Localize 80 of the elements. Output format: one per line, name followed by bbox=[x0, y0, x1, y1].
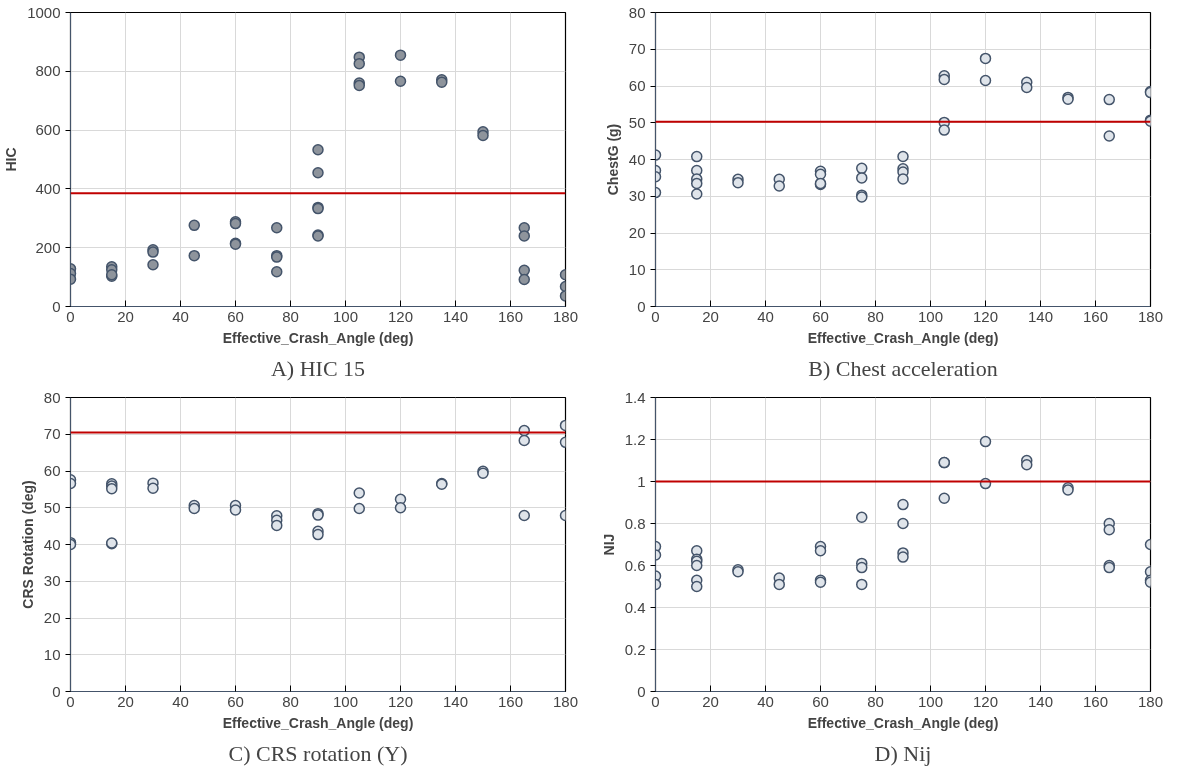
x-tick-label: 80 bbox=[282, 307, 299, 325]
y-tick-label: 10 bbox=[43, 645, 61, 663]
x-tick-label: 100 bbox=[332, 692, 359, 710]
x-tick-label: 180 bbox=[1137, 307, 1164, 325]
x-tick-label: 0 bbox=[651, 307, 660, 325]
x-tick-label: 120 bbox=[387, 307, 414, 325]
y-axis-title: HIC bbox=[3, 147, 20, 172]
y-tick-label: 60 bbox=[43, 462, 61, 479]
y-tick-label: 1.2 bbox=[624, 430, 646, 448]
x-tick-label: 100 bbox=[332, 307, 359, 325]
y-tick-label: 40 bbox=[628, 150, 646, 168]
y-tick-label: 70 bbox=[628, 40, 646, 58]
x-tick-label: 160 bbox=[1082, 307, 1109, 325]
x-tick-label: 60 bbox=[812, 307, 829, 325]
y-tick-label: 1 bbox=[637, 472, 646, 490]
x-tick-label: 20 bbox=[117, 692, 134, 710]
x-tick-label: 100 bbox=[917, 692, 944, 710]
x-axis-title: Effective_Crash_Angle (deg) bbox=[222, 714, 414, 731]
y-tick-label: 30 bbox=[628, 187, 646, 205]
x-tick-label: 20 bbox=[702, 307, 719, 325]
x-tick-label: 140 bbox=[442, 692, 469, 710]
x-tick-label: 160 bbox=[497, 307, 524, 325]
x-tick-label: 40 bbox=[757, 692, 774, 710]
y-tick-label: 20 bbox=[43, 609, 61, 626]
x-tick-label: 40 bbox=[172, 692, 189, 710]
y-tick-label: 70 bbox=[43, 425, 61, 443]
y-tick-label: 60 bbox=[628, 77, 646, 94]
x-tick-label: 140 bbox=[1027, 692, 1054, 710]
x-tick-label: 160 bbox=[1082, 692, 1109, 710]
x-tick-label: 100 bbox=[917, 307, 944, 325]
y-tick-label: 0.8 bbox=[624, 514, 646, 532]
x-tick-label: 120 bbox=[972, 307, 999, 325]
y-tick-label: 400 bbox=[35, 179, 61, 197]
text: C) CRS rotation (Y) bbox=[228, 740, 408, 766]
x-tick-label: 180 bbox=[552, 307, 579, 325]
x-tick-label: 40 bbox=[172, 307, 189, 325]
x-tick-label: 80 bbox=[867, 307, 884, 325]
y-tick-label: 0.4 bbox=[624, 598, 646, 616]
y-tick-label: 30 bbox=[43, 572, 61, 590]
y-tick-label: 1.4 bbox=[624, 388, 646, 406]
y-tick-label: 10 bbox=[628, 260, 646, 278]
x-axis-title: Effective_Crash_Angle (deg) bbox=[807, 714, 999, 731]
x-tick-label: 0 bbox=[651, 692, 660, 710]
y-tick-label: 20 bbox=[628, 224, 646, 241]
x-tick-label: 80 bbox=[867, 692, 884, 710]
text: B) Chest acceleration bbox=[808, 355, 998, 381]
y-axis-title: ChestG (g) bbox=[604, 123, 621, 196]
y-tick-label: 40 bbox=[43, 535, 61, 553]
x-tick-label: 80 bbox=[282, 692, 299, 710]
y-axis-title: CRS Rotation (deg) bbox=[19, 480, 36, 609]
x-tick-label: 20 bbox=[702, 692, 719, 710]
y-tick-label: 50 bbox=[628, 113, 646, 131]
x-tick-label: 180 bbox=[1137, 692, 1164, 710]
y-tick-label: 1000 bbox=[27, 3, 61, 21]
x-tick-label: 140 bbox=[1027, 307, 1054, 325]
y-tick-label: 0.6 bbox=[624, 556, 646, 574]
y-tick-label: 600 bbox=[35, 121, 61, 139]
y-tick-label: 80 bbox=[628, 3, 646, 21]
y-tick-label: 800 bbox=[35, 62, 61, 80]
x-tick-label: 60 bbox=[227, 307, 244, 325]
x-axis-title: Effective_Crash_Angle (deg) bbox=[222, 329, 414, 346]
x-tick-label: 0 bbox=[66, 307, 75, 325]
x-tick-label: 60 bbox=[812, 692, 829, 710]
x-tick-label: 40 bbox=[757, 307, 774, 325]
x-tick-label: 60 bbox=[227, 692, 244, 710]
text: D) Nij bbox=[874, 740, 932, 766]
y-tick-label: 50 bbox=[43, 498, 61, 516]
x-axis-title: Effective_Crash_Angle (deg) bbox=[807, 329, 999, 346]
y-tick-label: 80 bbox=[43, 388, 61, 406]
y-tick-label: 0.2 bbox=[624, 640, 646, 658]
x-tick-label: 160 bbox=[497, 692, 524, 710]
y-axis-title: NIJ bbox=[600, 533, 617, 556]
x-tick-label: 0 bbox=[66, 692, 75, 710]
x-tick-label: 120 bbox=[387, 692, 414, 710]
text: A) HIC 15 bbox=[270, 355, 366, 381]
x-tick-label: 140 bbox=[442, 307, 469, 325]
x-tick-label: 180 bbox=[552, 692, 579, 710]
y-tick-label: 200 bbox=[35, 238, 61, 256]
x-tick-label: 20 bbox=[117, 307, 134, 325]
x-tick-label: 120 bbox=[972, 692, 999, 710]
